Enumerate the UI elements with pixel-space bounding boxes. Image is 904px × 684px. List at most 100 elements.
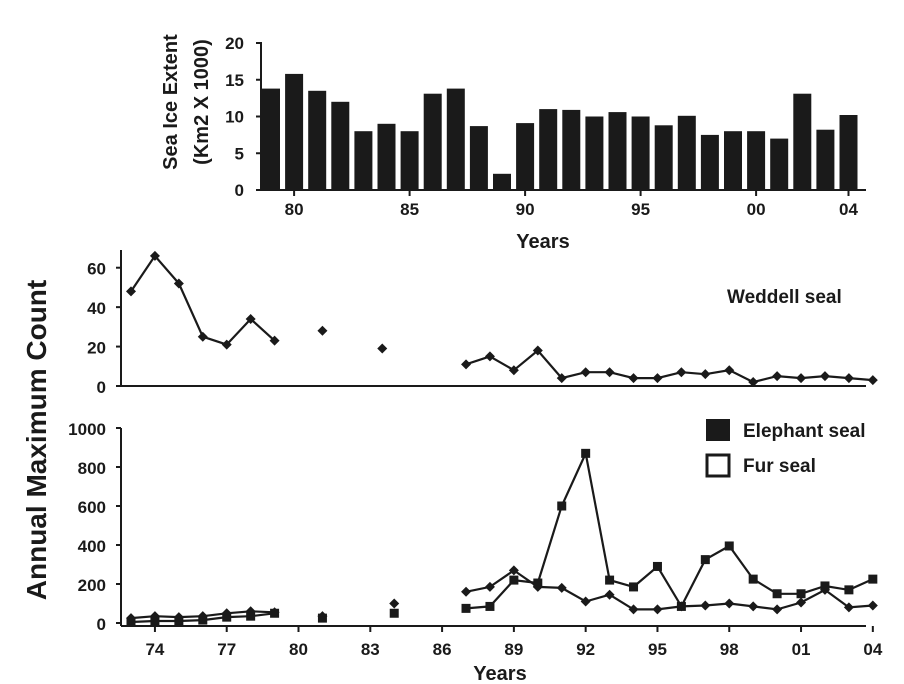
sea-ice-xticks: 80 85 90 95 00 04 bbox=[285, 190, 858, 219]
elephant-fur-chart: 0 200 400 600 800 1000 74 77 80 83 86 89 92 95 98 01 04… bbox=[68, 419, 883, 684]
bar-2001 bbox=[770, 138, 789, 190]
elephant-seal-point-1984 bbox=[389, 608, 399, 618]
elephant-fur-series bbox=[126, 448, 878, 627]
elephant-fur-xtick-label-74: 74 bbox=[145, 640, 164, 659]
bar-1997 bbox=[677, 115, 696, 190]
elephant-fur-xticks: 74 77 80 83 86 89 92 95 98 01 04 bbox=[145, 626, 883, 659]
elephant-fur-ytick-label-1000: 1000 bbox=[68, 420, 106, 439]
weddell-yticks: 0 20 40 60 bbox=[87, 260, 121, 397]
weddell-point-1976 bbox=[197, 331, 208, 342]
elephant-seal-point-1976 bbox=[198, 615, 208, 625]
fur-seal-point-1992 bbox=[580, 596, 591, 607]
elephant-seal-point-1997 bbox=[700, 555, 710, 565]
elephant-seal-point-1979 bbox=[270, 608, 280, 618]
weddell-point-1993 bbox=[604, 367, 615, 378]
elephant-seal-point-2001 bbox=[796, 589, 806, 599]
weddell-point-2000 bbox=[772, 371, 783, 382]
bar-1996 bbox=[654, 125, 673, 190]
weddell-point-1999 bbox=[748, 377, 759, 388]
weddell-point-1989 bbox=[508, 365, 519, 376]
legend-label-elephant-seal: Elephant seal bbox=[743, 421, 866, 442]
fur-seal-point-1993 bbox=[604, 589, 615, 600]
fur-seal-point-2001 bbox=[796, 597, 807, 608]
sea-ice-ytick-label-20: 20 bbox=[225, 34, 244, 53]
elephant-seal-point-1981 bbox=[317, 613, 327, 623]
elephant-fur-xtick-label-98: 98 bbox=[720, 640, 739, 659]
bar-2002 bbox=[793, 93, 812, 190]
weddell-point-2004 bbox=[867, 375, 878, 386]
elephant-seal-point-1988 bbox=[485, 601, 495, 611]
fur-seal-point-1997 bbox=[700, 600, 711, 611]
bar-1990 bbox=[516, 123, 535, 190]
elephant-seal-point-1987 bbox=[461, 603, 471, 613]
bar-2000 bbox=[747, 131, 766, 190]
elephant-seal-point-1993 bbox=[605, 575, 615, 585]
elephant-fur-ytick-label-800: 800 bbox=[78, 459, 106, 478]
fur-seal-point-1987 bbox=[461, 586, 472, 597]
weddell-point-2002 bbox=[819, 371, 830, 382]
sea-ice-xlabel: Years bbox=[516, 231, 569, 253]
weddell-ytick-label-20: 20 bbox=[87, 339, 106, 358]
weddell-point-1974 bbox=[149, 250, 160, 261]
elephant-fur-xtick-label-01: 01 bbox=[792, 640, 811, 659]
fur-seal-point-1989 bbox=[508, 565, 519, 576]
weddell-point-1990 bbox=[532, 345, 543, 356]
elephant-seal-point-2003 bbox=[844, 585, 854, 595]
elephant-seal-point-1995 bbox=[652, 561, 662, 571]
fur-seal-point-1999 bbox=[748, 601, 759, 612]
weddell-point-1987 bbox=[461, 359, 472, 370]
bar-1984 bbox=[377, 123, 396, 190]
sea-ice-yticks: 0 5 10 15 20 bbox=[225, 34, 261, 200]
legend: Elephant seal Fur seal bbox=[705, 419, 866, 478]
weddell-point-1997 bbox=[700, 369, 711, 380]
elephant-seal-point-1977 bbox=[222, 612, 232, 622]
bar-1987 bbox=[446, 88, 465, 190]
sea-ice-ytick-label-0: 0 bbox=[235, 181, 244, 200]
weddell-point-1975 bbox=[173, 278, 184, 289]
elephant-fur-ytick-label-0: 0 bbox=[97, 615, 106, 634]
sea-ice-xtick-label-90: 90 bbox=[516, 200, 535, 219]
bar-1980 bbox=[285, 73, 304, 190]
elephant-seal-point-1978 bbox=[246, 611, 256, 621]
bar-1994 bbox=[608, 112, 627, 190]
weddell-point-1991 bbox=[556, 373, 567, 384]
fur-seal-point-1994 bbox=[628, 604, 639, 615]
fur-seal-point-1998 bbox=[724, 598, 735, 609]
weddell-line-3 bbox=[465, 348, 873, 384]
elephant-fur-ytick-label-400: 400 bbox=[78, 537, 106, 556]
weddell-point-1994 bbox=[628, 373, 639, 384]
sea-ice-ytick-label-10: 10 bbox=[225, 108, 244, 127]
fur-seal-point-1991 bbox=[556, 582, 567, 593]
elephant-seal-point-1975 bbox=[174, 616, 184, 626]
elephant-seal-point-1992 bbox=[581, 448, 591, 458]
elephant-fur-xtick-label-83: 83 bbox=[361, 640, 380, 659]
elephant-seal-point-1989 bbox=[509, 575, 519, 585]
legend-label-fur-seal: Fur seal bbox=[743, 456, 816, 477]
elephant-fur-xlabel: Years bbox=[473, 663, 526, 684]
weddell-point-1978 bbox=[245, 313, 256, 324]
elephant-seal-point-1973 bbox=[126, 617, 136, 627]
bar-1979 bbox=[262, 88, 280, 190]
bar-1993 bbox=[585, 116, 604, 190]
elephant-seal-point-2000 bbox=[772, 589, 782, 599]
fur-seal-point-1988 bbox=[484, 581, 495, 592]
legend-swatch-elephant-seal bbox=[706, 419, 730, 441]
bar-1989 bbox=[493, 173, 511, 190]
sea-ice-xtick-label-95: 95 bbox=[631, 200, 650, 219]
sea-ice-ytick-label-15: 15 bbox=[225, 71, 244, 90]
weddell-point-1973 bbox=[126, 286, 136, 297]
weddell-point-1979 bbox=[269, 335, 280, 346]
elephant-seal-point-1974 bbox=[150, 616, 160, 626]
weddell-series bbox=[126, 250, 878, 388]
sea-ice-ylabel-line1: Sea Ice Extent bbox=[160, 34, 182, 170]
bar-1995 bbox=[631, 116, 650, 190]
elephant-seal-point-1999 bbox=[748, 574, 758, 584]
bar-1982 bbox=[331, 101, 350, 190]
weddell-point-1983_5 bbox=[377, 343, 388, 354]
bar-1983 bbox=[354, 131, 373, 190]
elephant-seal-point-1990 bbox=[533, 578, 543, 588]
bar-1988 bbox=[469, 126, 488, 190]
weddell-point-1988 bbox=[484, 351, 495, 362]
